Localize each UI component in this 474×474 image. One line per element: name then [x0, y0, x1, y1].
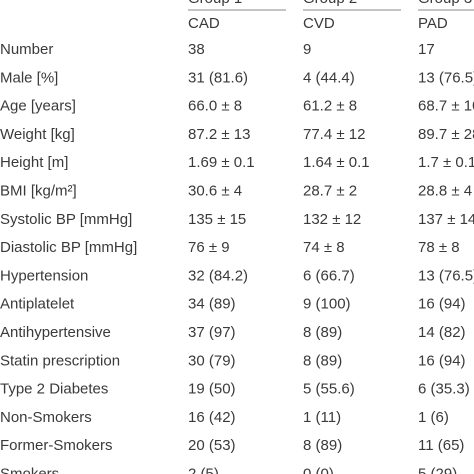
cell: 76 ± 9 [188, 239, 230, 256]
cell: 9 [303, 41, 311, 58]
row-label: Smokers [0, 465, 59, 474]
group-label: Group 1 [188, 0, 242, 7]
cell: 1 (6) [418, 409, 449, 426]
row-label: Non-Smokers [0, 409, 92, 426]
cell: 37 (97) [188, 324, 236, 341]
row-label: Male [%] [0, 69, 58, 86]
row-label: Statin prescription [0, 352, 120, 369]
cell: 5 (29) [418, 465, 457, 474]
cell: 20 (53) [188, 437, 236, 454]
cell: 28.8 ± 4 [418, 182, 472, 199]
row-label: Systolic BP [mmHg] [0, 211, 132, 228]
cell: 61.2 ± 8 [303, 98, 357, 115]
row-label: BMI [kg/m²] [0, 182, 77, 199]
column-header: CVD [303, 15, 335, 32]
cell: 5 (55.6) [303, 381, 355, 398]
cell: 1 (11) [303, 409, 341, 426]
cell: 1.64 ± 0.1 [303, 154, 370, 171]
row-label: Age [years] [0, 98, 76, 115]
cell: 87.2 ± 13 [188, 126, 250, 143]
cell: 77.4 ± 12 [303, 126, 365, 143]
cell: 132 ± 12 [303, 211, 361, 228]
group-label: Group 3 [418, 0, 472, 7]
cell: 11 (65) [418, 437, 464, 454]
cell: 31 (81.6) [188, 69, 248, 86]
row-label: Type 2 Diabetes [0, 381, 108, 398]
cell: 78 ± 8 [418, 239, 460, 256]
cell: 19 (50) [188, 381, 236, 398]
row-label: Diastolic BP [mmHg] [0, 239, 137, 256]
cell: 38 [188, 41, 205, 58]
column-header: CAD [188, 15, 220, 32]
row-label: Antiplatelet [0, 296, 75, 313]
cell: 135 ± 15 [188, 211, 246, 228]
cell: 4 (44.4) [303, 69, 355, 86]
row-label: Antihypertensive [0, 324, 111, 341]
cell: 0 (0) [303, 465, 334, 474]
cell: 8 (89) [303, 352, 342, 369]
cell: 137 ± 14 [418, 211, 474, 228]
cell: 16 (42) [188, 409, 236, 426]
cell: 1.69 ± 0.1 [188, 154, 255, 171]
cell: 13 (76.5) [418, 267, 474, 284]
cell: 16 (94) [418, 296, 466, 313]
row-label: Former-Smokers [0, 437, 113, 454]
cell: 16 (94) [418, 352, 466, 369]
cell: 34 (89) [188, 296, 236, 313]
cell: 8 (89) [303, 324, 342, 341]
cell: 6 (66.7) [303, 267, 355, 284]
column-header: PAD [418, 15, 448, 32]
cell: 32 (84.2) [188, 267, 248, 284]
group-label: Group 2 [303, 0, 357, 7]
cell: 89.7 ± 28 [418, 126, 474, 143]
row-label: Number [0, 41, 53, 58]
cell: 66.0 ± 8 [188, 98, 242, 115]
cell: 13 (76.5) [418, 69, 474, 86]
cell: 6 (35.3) [418, 381, 470, 398]
row-label: Hypertension [0, 267, 88, 284]
cell: 30.6 ± 4 [188, 182, 242, 199]
row-label: Weight [kg] [0, 126, 75, 143]
cell: 28.7 ± 2 [303, 182, 357, 199]
cell: 17 [418, 41, 435, 58]
cell: 2 (5) [188, 465, 219, 474]
cell: 9 (100) [303, 296, 351, 313]
cell: 74 ± 8 [303, 239, 345, 256]
cell: 68.7 ± 10 [418, 98, 474, 115]
row-label: Height [m] [0, 154, 68, 171]
cell: 30 (79) [188, 352, 236, 369]
cell: 14 (82) [418, 324, 466, 341]
cell: 1.7 ± 0.1 [418, 154, 474, 171]
cell: 8 (89) [303, 437, 342, 454]
